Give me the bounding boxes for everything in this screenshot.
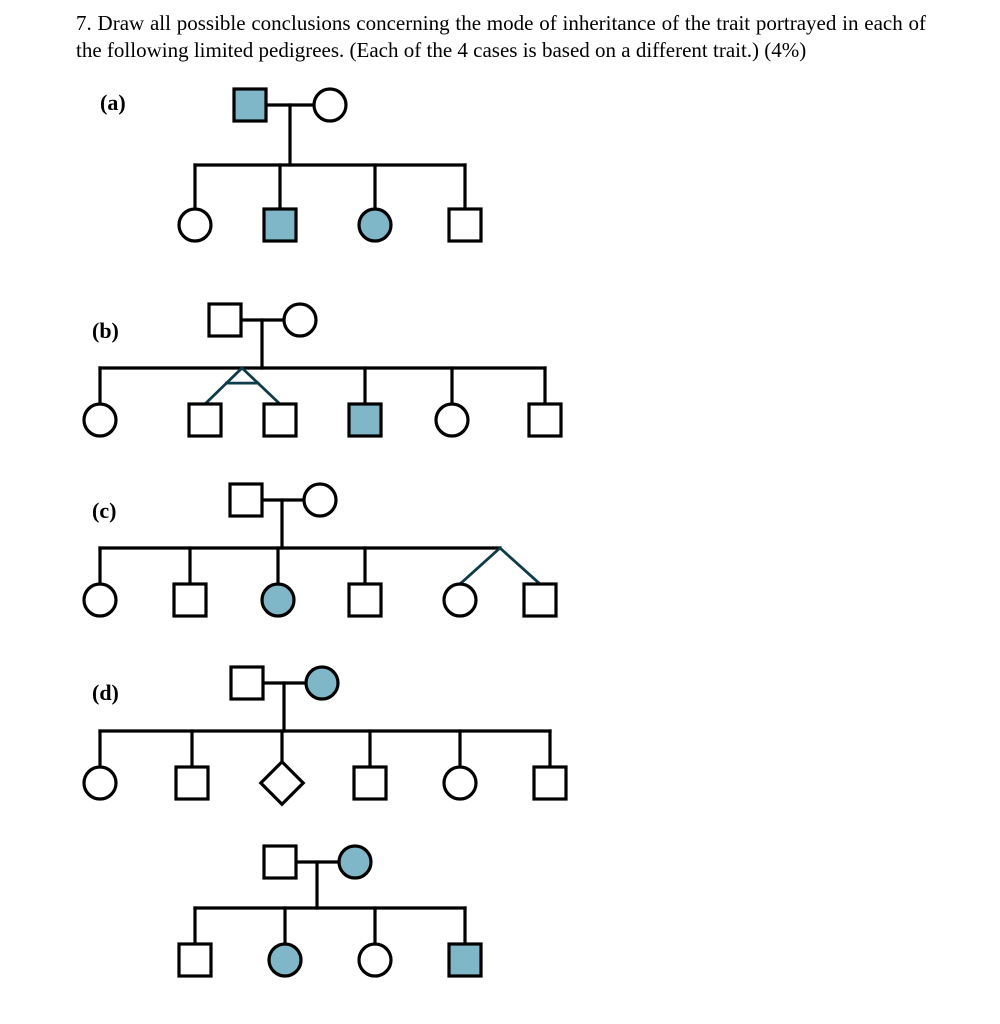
- page: 7. Draw all possible conclusions concern…: [0, 0, 1000, 1024]
- pedigree-diagram: [0, 0, 1000, 1024]
